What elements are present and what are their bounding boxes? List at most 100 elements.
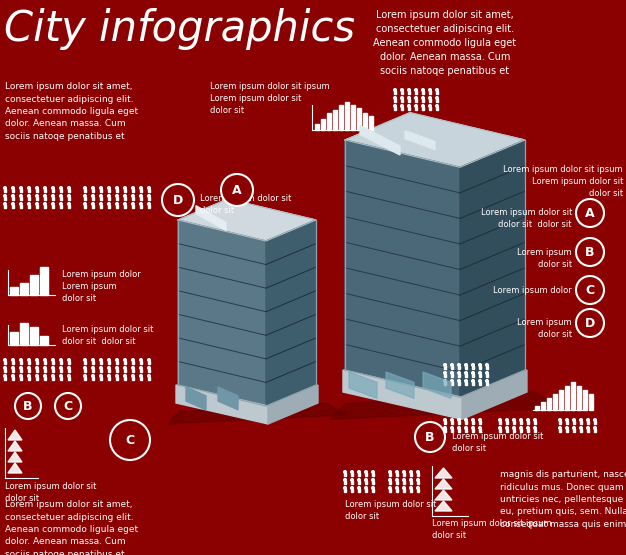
- Text: City infographics: City infographics: [4, 8, 355, 50]
- Bar: [68, 361, 70, 364]
- Circle shape: [408, 105, 410, 107]
- Bar: [410, 490, 412, 492]
- Circle shape: [84, 203, 86, 205]
- Circle shape: [59, 359, 63, 361]
- Bar: [372, 490, 374, 492]
- Bar: [583, 390, 587, 410]
- Bar: [140, 198, 142, 200]
- Bar: [513, 430, 515, 432]
- Bar: [60, 198, 62, 200]
- Bar: [315, 124, 319, 130]
- Text: Lorem ipsum dolor sit amet,
consectetuer adipiscing elit.
Aenean commodo ligula : Lorem ipsum dolor sit amet, consectetuer…: [5, 500, 138, 555]
- Circle shape: [100, 359, 102, 361]
- Circle shape: [100, 375, 102, 377]
- Text: D: D: [585, 317, 595, 330]
- Bar: [408, 92, 410, 94]
- Bar: [444, 430, 446, 432]
- Circle shape: [396, 487, 398, 490]
- Circle shape: [403, 487, 405, 490]
- Circle shape: [471, 418, 475, 421]
- Circle shape: [91, 195, 95, 198]
- Bar: [479, 430, 481, 432]
- Bar: [84, 189, 86, 192]
- Bar: [44, 361, 46, 364]
- Circle shape: [131, 359, 135, 361]
- Circle shape: [124, 186, 126, 189]
- Polygon shape: [196, 206, 226, 230]
- Circle shape: [59, 195, 63, 198]
- Circle shape: [389, 487, 391, 490]
- Text: Lorem ipsum dolor sit amet,
consectetuer adipiscing elit.
Aenean commodo ligula : Lorem ipsum dolor sit amet, consectetuer…: [374, 10, 516, 76]
- Bar: [108, 198, 110, 200]
- Bar: [148, 205, 150, 208]
- Circle shape: [451, 380, 453, 382]
- Circle shape: [59, 367, 63, 369]
- Circle shape: [401, 89, 403, 92]
- Bar: [472, 430, 474, 432]
- Circle shape: [464, 364, 468, 366]
- Bar: [116, 205, 118, 208]
- Bar: [357, 108, 361, 130]
- Bar: [148, 198, 150, 200]
- Circle shape: [108, 367, 110, 369]
- Bar: [344, 473, 346, 476]
- Polygon shape: [435, 501, 452, 511]
- Circle shape: [124, 203, 126, 205]
- Circle shape: [576, 276, 604, 304]
- Bar: [116, 369, 118, 372]
- Bar: [40, 267, 48, 295]
- Circle shape: [372, 487, 374, 490]
- Bar: [465, 374, 467, 377]
- Bar: [44, 205, 46, 208]
- Circle shape: [124, 359, 126, 361]
- Circle shape: [587, 418, 589, 421]
- Bar: [68, 189, 70, 192]
- Bar: [124, 361, 126, 364]
- Circle shape: [415, 422, 445, 452]
- Bar: [417, 490, 419, 492]
- Circle shape: [417, 478, 419, 481]
- Circle shape: [108, 195, 110, 198]
- Circle shape: [513, 418, 515, 421]
- Bar: [44, 189, 46, 192]
- Bar: [10, 287, 18, 295]
- Bar: [486, 366, 488, 369]
- Bar: [436, 99, 438, 102]
- Bar: [20, 189, 22, 192]
- Bar: [92, 198, 94, 200]
- Bar: [344, 481, 346, 484]
- Circle shape: [444, 372, 446, 374]
- Bar: [30, 327, 38, 345]
- Bar: [140, 205, 142, 208]
- Circle shape: [394, 89, 396, 92]
- Text: B: B: [425, 431, 434, 444]
- Bar: [44, 369, 46, 372]
- Bar: [84, 377, 86, 380]
- Circle shape: [451, 372, 453, 374]
- Bar: [339, 105, 343, 130]
- Circle shape: [100, 186, 102, 189]
- Circle shape: [479, 427, 481, 430]
- Circle shape: [91, 367, 95, 369]
- Circle shape: [409, 487, 413, 490]
- Bar: [10, 332, 18, 345]
- Bar: [472, 382, 474, 385]
- Circle shape: [91, 375, 95, 377]
- Circle shape: [52, 367, 54, 369]
- Circle shape: [520, 427, 522, 430]
- Bar: [4, 377, 6, 380]
- Circle shape: [414, 105, 418, 107]
- Circle shape: [587, 427, 589, 430]
- Circle shape: [451, 418, 453, 421]
- Bar: [92, 361, 94, 364]
- Bar: [116, 189, 118, 192]
- Circle shape: [576, 199, 604, 227]
- Circle shape: [417, 471, 419, 473]
- Bar: [148, 361, 150, 364]
- Bar: [458, 421, 460, 424]
- Polygon shape: [360, 125, 400, 155]
- Bar: [451, 366, 453, 369]
- Circle shape: [52, 186, 54, 189]
- Bar: [124, 369, 126, 372]
- Bar: [124, 377, 126, 380]
